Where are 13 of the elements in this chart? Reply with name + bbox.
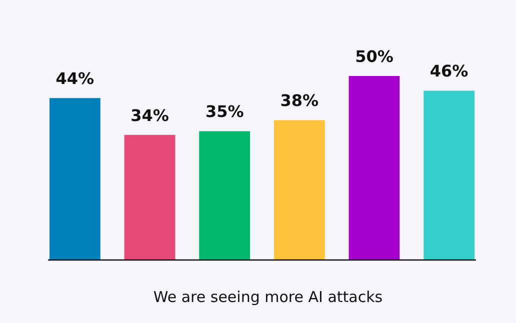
data-label: 38%	[280, 91, 319, 110]
data-label: 50%	[355, 47, 394, 66]
bar	[49, 98, 100, 260]
bar	[424, 90, 475, 260]
data-label: 34%	[130, 106, 169, 125]
bar	[274, 120, 325, 260]
bar	[199, 131, 250, 260]
bar	[124, 134, 176, 260]
x-axis-title: We are seeing more AI attacks	[153, 288, 383, 306]
data-label: 46%	[430, 62, 468, 81]
bar	[348, 76, 400, 260]
data-label: 44%	[56, 69, 94, 88]
data-label: 35%	[205, 102, 244, 122]
